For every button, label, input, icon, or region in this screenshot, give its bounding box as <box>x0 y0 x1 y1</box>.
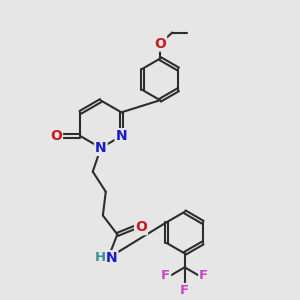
Text: O: O <box>50 129 62 143</box>
Text: F: F <box>161 269 170 282</box>
Text: O: O <box>135 220 147 234</box>
Text: N: N <box>106 251 117 265</box>
Text: N: N <box>116 129 127 143</box>
Text: F: F <box>180 284 189 297</box>
Text: N: N <box>95 141 107 155</box>
Text: O: O <box>154 37 166 50</box>
Text: F: F <box>199 269 208 282</box>
Text: H: H <box>94 251 106 264</box>
